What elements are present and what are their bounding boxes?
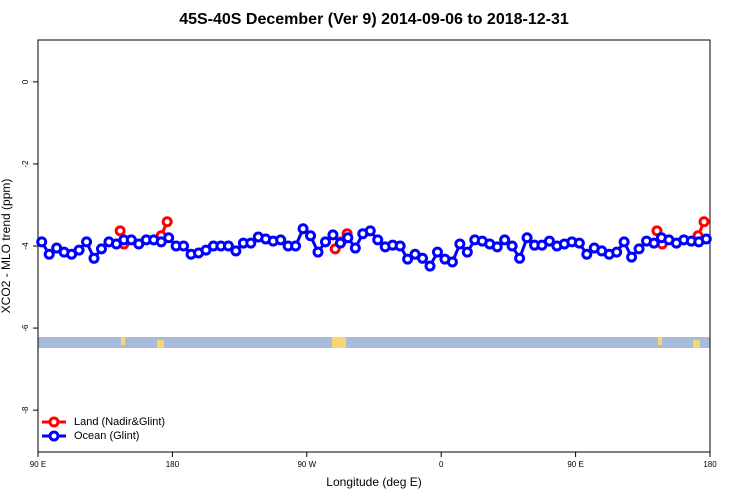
data-point [342, 232, 354, 244]
y-tick-label: -8 [21, 406, 30, 414]
data-point [499, 234, 511, 246]
data-point [431, 246, 443, 258]
data-point [290, 240, 302, 252]
data-point [114, 225, 126, 237]
data-point [618, 236, 630, 248]
data-point [417, 252, 429, 264]
data-point [161, 216, 173, 228]
data-point [626, 251, 638, 263]
surface-strip [38, 337, 710, 348]
data-point [446, 256, 458, 268]
data-point [95, 243, 107, 255]
data-point [222, 240, 234, 252]
data-point [611, 246, 623, 258]
data-point [36, 236, 48, 248]
data-point [424, 260, 436, 272]
x-tick-label: 90 W [297, 460, 316, 469]
data-point [461, 246, 473, 258]
legend-swatch-point [48, 416, 60, 428]
data-point [648, 237, 660, 249]
legend-swatch-point [48, 430, 60, 442]
data-point [245, 237, 257, 249]
data-point [312, 246, 324, 258]
y-tick-label: -6 [21, 324, 30, 332]
data-point [349, 242, 361, 254]
x-tick-label: 90 E [30, 460, 46, 469]
data-point [305, 230, 317, 242]
x-tick-label: 90 E [567, 460, 583, 469]
y-tick-label: 0 [21, 79, 30, 84]
data-point [88, 252, 100, 264]
legend-label: Land (Nadir&Glint) [74, 416, 165, 428]
data-point [178, 240, 190, 252]
legend-item: Ocean (Glint) [42, 430, 139, 442]
legend-item: Land (Nadir&Glint) [42, 416, 165, 428]
data-point [319, 236, 331, 248]
data-point [230, 245, 242, 257]
x-tick-label: 180 [703, 460, 717, 469]
data-point [514, 252, 526, 264]
data-point [454, 238, 466, 250]
data-point [297, 223, 309, 235]
data-point [700, 233, 712, 245]
data-point [364, 225, 376, 237]
y-tick-label: -4 [21, 242, 30, 250]
data-point [573, 237, 585, 249]
data-point [633, 243, 645, 255]
chart-title: 45S-40S December (Ver 9) 2014-09-06 to 2… [179, 11, 569, 28]
data-point [275, 234, 287, 246]
data-point [402, 253, 414, 265]
data-point [521, 232, 533, 244]
data-point [43, 248, 55, 260]
data-point [543, 235, 555, 247]
data-point [73, 244, 85, 256]
series-line [118, 221, 706, 250]
x-tick-label: 0 [439, 460, 444, 469]
data-point [163, 232, 175, 244]
data-point [506, 240, 518, 252]
data-point [491, 241, 503, 253]
data-point [81, 236, 93, 248]
data-point [372, 234, 384, 246]
legend-label: Ocean (Glint) [74, 430, 139, 442]
x-axis-label: Longitude (deg E) [326, 475, 421, 489]
y-tick-label: -2 [21, 160, 30, 168]
y-axis-label: XCO2 - MLO trend (ppm) [0, 179, 13, 314]
data-point [327, 229, 339, 241]
data-point [581, 248, 593, 260]
data-point [334, 237, 346, 249]
data-point [394, 240, 406, 252]
data-point [698, 216, 710, 228]
x-tick-label: 180 [166, 460, 180, 469]
